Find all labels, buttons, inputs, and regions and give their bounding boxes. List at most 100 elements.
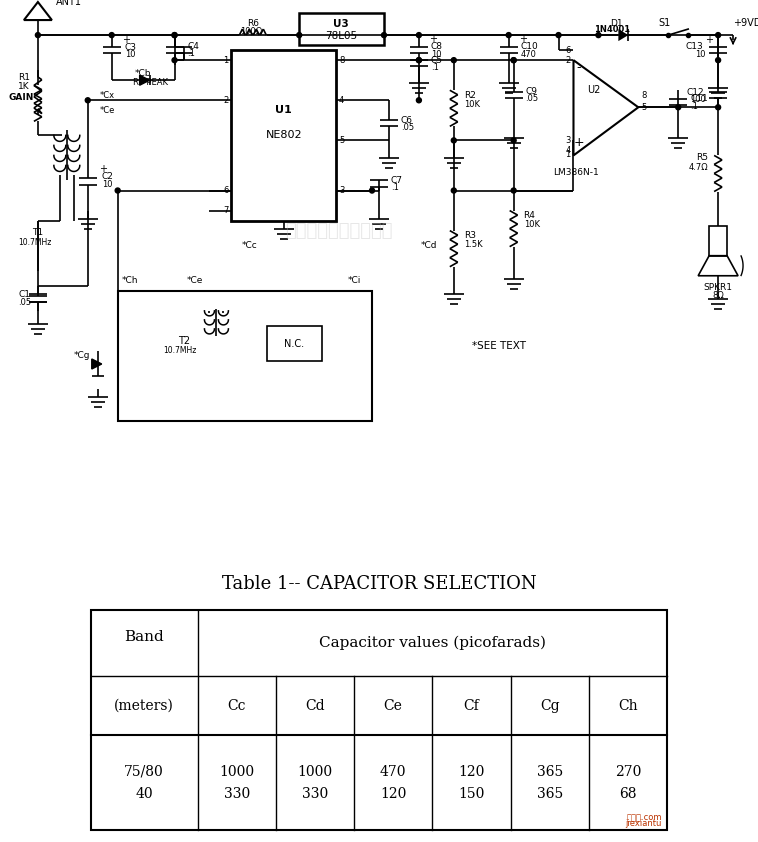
Text: 10.7MHz: 10.7MHz — [163, 346, 196, 355]
Text: .1: .1 — [187, 49, 196, 57]
Bar — [268, 326, 322, 361]
Text: 100: 100 — [691, 95, 706, 104]
Circle shape — [381, 33, 387, 38]
Text: Capacitor values (picofarads): Capacitor values (picofarads) — [319, 636, 546, 650]
Text: 杭州骏睿科技有限公司: 杭州骏睿科技有限公司 — [285, 221, 393, 240]
Text: 1N4001: 1N4001 — [594, 24, 631, 34]
Text: Cf: Cf — [464, 699, 479, 712]
Text: T2: T2 — [178, 336, 190, 346]
Text: *Ci: *Ci — [347, 276, 361, 285]
Text: C7: C7 — [391, 176, 403, 185]
Circle shape — [416, 57, 421, 62]
Circle shape — [416, 33, 421, 38]
Text: U2: U2 — [587, 85, 600, 95]
Text: T1: T1 — [33, 228, 43, 237]
Circle shape — [416, 57, 421, 62]
Text: C9: C9 — [525, 87, 537, 96]
Bar — [709, 226, 727, 256]
Circle shape — [511, 138, 516, 143]
Text: NE802: NE802 — [265, 131, 302, 141]
Text: R3: R3 — [464, 232, 476, 240]
Circle shape — [115, 188, 121, 193]
Circle shape — [716, 57, 721, 62]
Text: 78L05: 78L05 — [325, 31, 357, 41]
Text: Ch: Ch — [618, 699, 637, 712]
Text: +: + — [705, 35, 713, 45]
Text: C1: C1 — [19, 290, 31, 299]
Text: *Cd: *Cd — [421, 241, 437, 250]
Text: RF PEAK: RF PEAK — [133, 77, 168, 87]
Text: *Ce: *Ce — [186, 276, 202, 285]
Circle shape — [556, 33, 561, 38]
Text: Ce: Ce — [384, 699, 402, 712]
Text: 120
150: 120 150 — [459, 765, 484, 802]
Text: R2: R2 — [464, 91, 476, 99]
Text: 75/80
40: 75/80 40 — [124, 765, 164, 802]
Polygon shape — [139, 75, 149, 85]
Text: .1: .1 — [391, 183, 399, 192]
Text: U3: U3 — [334, 19, 349, 29]
Text: *Cx: *Cx — [100, 91, 115, 99]
Text: SPKR1: SPKR1 — [703, 283, 732, 292]
Bar — [117, 290, 372, 421]
Text: *SEE TEXT: *SEE TEXT — [471, 341, 526, 351]
Text: 10: 10 — [124, 50, 135, 59]
Text: 3: 3 — [565, 136, 571, 145]
Text: +: + — [122, 35, 130, 45]
Text: 4: 4 — [565, 146, 571, 155]
Text: Cc: Cc — [227, 699, 246, 712]
Text: *Cc: *Cc — [242, 241, 257, 250]
Text: +: + — [429, 35, 437, 44]
Text: 5: 5 — [339, 136, 344, 145]
Circle shape — [716, 104, 721, 109]
Circle shape — [511, 57, 516, 62]
Circle shape — [370, 188, 374, 193]
Text: 2: 2 — [223, 96, 228, 104]
Text: 5: 5 — [641, 103, 647, 112]
Circle shape — [36, 33, 40, 38]
Text: 10K: 10K — [524, 220, 540, 229]
Text: Band: Band — [124, 631, 164, 644]
Text: 10: 10 — [431, 50, 441, 59]
Text: 1000
330: 1000 330 — [297, 765, 333, 802]
Bar — [91, 610, 667, 830]
Text: *Cb: *Cb — [135, 69, 151, 77]
Circle shape — [675, 104, 681, 109]
Text: R6: R6 — [247, 19, 259, 28]
Text: 1: 1 — [223, 56, 228, 65]
Text: C5: C5 — [431, 56, 443, 65]
Text: GAIN: GAIN — [8, 93, 33, 102]
Text: C12: C12 — [687, 88, 704, 97]
Text: R4: R4 — [524, 211, 535, 220]
Text: 100Ω: 100Ω — [240, 27, 262, 35]
Text: 4: 4 — [339, 96, 344, 104]
Circle shape — [451, 57, 456, 62]
Text: *Ch: *Ch — [121, 276, 138, 285]
Text: .05: .05 — [18, 298, 32, 307]
Text: C6: C6 — [401, 116, 413, 125]
Text: 3: 3 — [339, 186, 344, 195]
Text: 6: 6 — [565, 45, 571, 55]
Text: N.C.: N.C. — [284, 339, 304, 349]
Text: 6: 6 — [223, 186, 228, 195]
Text: +: + — [99, 164, 107, 174]
Text: +: + — [573, 136, 584, 149]
Text: (meters): (meters) — [114, 699, 174, 712]
Circle shape — [109, 33, 114, 38]
Text: 470: 470 — [521, 50, 537, 59]
Circle shape — [716, 33, 721, 38]
Text: R1: R1 — [18, 72, 30, 82]
Text: -: - — [576, 61, 581, 74]
Text: ANT1: ANT1 — [56, 0, 82, 7]
Text: 8: 8 — [641, 91, 647, 99]
Text: 10.7MHz: 10.7MHz — [18, 238, 52, 248]
Text: C10: C10 — [521, 41, 538, 51]
Text: C3: C3 — [124, 43, 136, 51]
Text: 2: 2 — [565, 56, 571, 65]
Bar — [299, 13, 384, 45]
Text: +: + — [518, 35, 527, 44]
Circle shape — [172, 57, 177, 62]
Circle shape — [296, 33, 302, 38]
Text: Table 1-- CAPACITOR SELECTION: Table 1-- CAPACITOR SELECTION — [221, 575, 537, 593]
Circle shape — [511, 57, 516, 62]
